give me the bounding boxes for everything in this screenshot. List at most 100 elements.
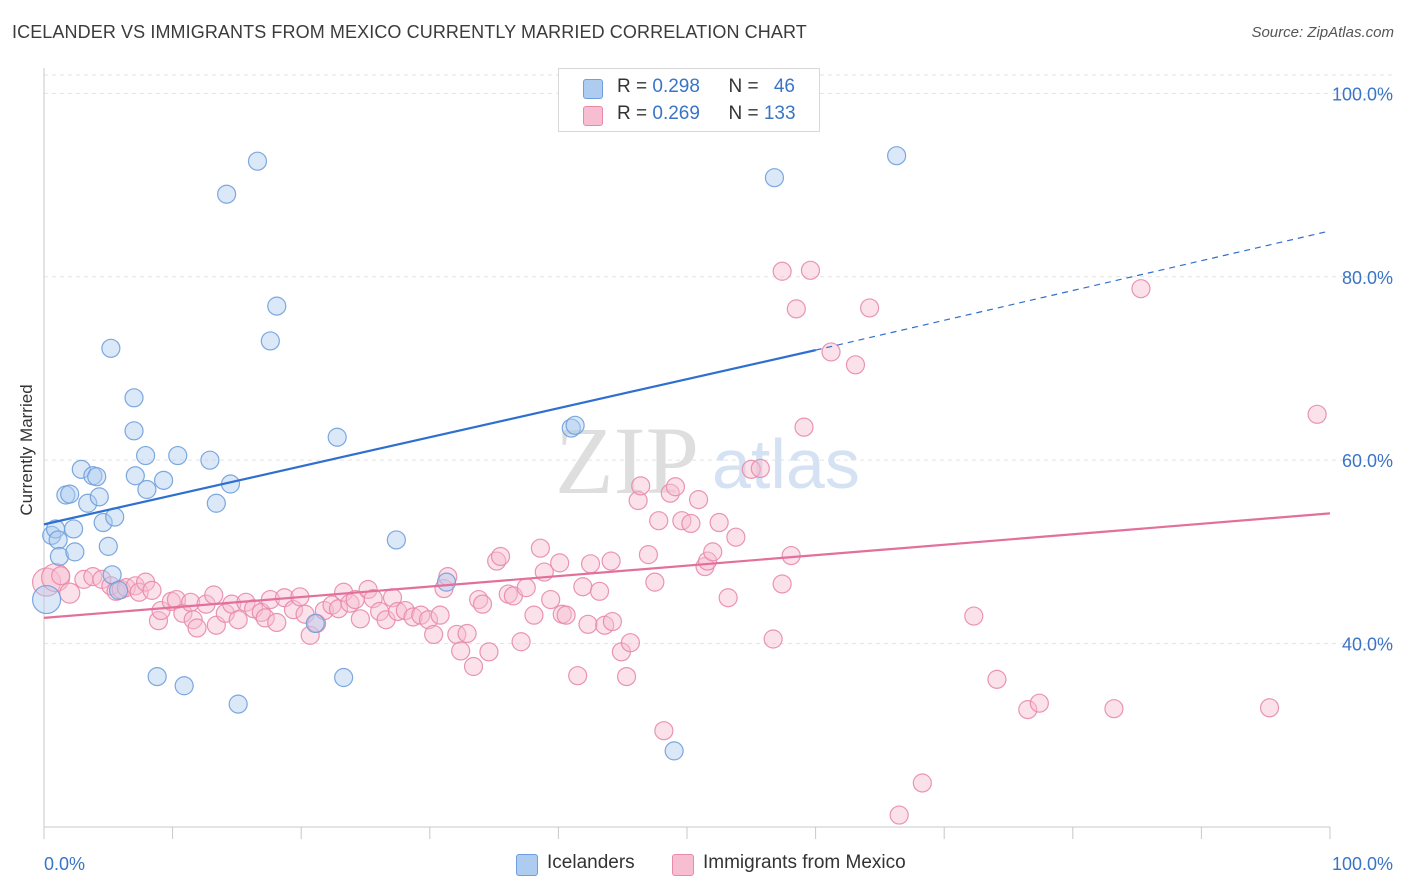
data-point <box>772 261 792 281</box>
data-point <box>350 609 370 629</box>
data-point <box>60 484 80 504</box>
data-point <box>601 551 621 571</box>
data-point <box>1131 279 1151 299</box>
data-point <box>49 546 70 567</box>
data-point <box>726 527 746 547</box>
data-point <box>59 582 81 604</box>
data-point <box>48 530 68 550</box>
data-point <box>718 588 738 608</box>
data-point <box>124 421 144 441</box>
legend-r-value: 0.269 <box>652 103 700 124</box>
data-point <box>703 542 723 562</box>
data-point <box>800 260 821 280</box>
data-point <box>125 466 145 486</box>
data-point <box>135 445 156 466</box>
data-point <box>108 580 129 600</box>
legend-n-value: 133 <box>763 103 796 124</box>
data-point <box>418 610 439 630</box>
data-point <box>964 606 984 626</box>
data-point <box>1104 699 1124 719</box>
data-point <box>573 577 593 597</box>
data-point <box>142 580 162 600</box>
trend-line-icelanders-extrapolated <box>815 230 1331 351</box>
bottom-legend-label: Icelanders <box>547 852 635 873</box>
data-point <box>889 805 909 825</box>
data-point <box>31 584 62 615</box>
data-point <box>124 388 144 408</box>
legend-swatch-icelanders <box>583 79 603 99</box>
data-point <box>89 487 109 507</box>
y-tick-label: 40.0% <box>1342 635 1393 655</box>
data-point <box>358 579 378 600</box>
data-point <box>541 589 561 610</box>
y-tick-label: 80.0% <box>1342 268 1393 288</box>
data-point <box>206 493 226 513</box>
stats-legend: R = 0.298 N = 46 R = 0.269 N = 133 <box>558 68 820 132</box>
data-point <box>628 490 648 511</box>
legend-n-label: N = <box>728 103 764 124</box>
series-immigrants-from-mexico <box>31 260 1327 825</box>
data-point <box>511 632 531 652</box>
data-point <box>153 470 174 490</box>
data-point <box>228 694 248 714</box>
data-point <box>750 458 770 479</box>
data-point <box>616 666 637 687</box>
data-point <box>147 666 167 687</box>
data-point <box>794 417 814 437</box>
data-point <box>472 594 493 614</box>
data-point <box>267 296 287 316</box>
data-point <box>403 607 423 627</box>
data-point <box>168 445 188 466</box>
data-point <box>681 513 701 534</box>
data-point <box>887 146 907 166</box>
data-point <box>267 612 287 633</box>
data-point <box>187 618 207 638</box>
bottom-legend-label: Immigrants from Mexico <box>703 852 906 873</box>
data-point <box>463 656 484 677</box>
data-point <box>101 338 121 358</box>
data-point <box>174 676 194 696</box>
data-point <box>204 585 224 605</box>
data-point <box>386 530 406 550</box>
data-point <box>137 479 157 500</box>
data-point <box>98 536 118 556</box>
data-point <box>912 773 932 793</box>
data-point <box>490 546 511 567</box>
legend-r-value: 0.298 <box>652 76 700 97</box>
y-axis-label: Currently Married <box>17 384 36 516</box>
data-point <box>436 572 457 592</box>
data-point <box>665 477 686 497</box>
data-point <box>781 545 801 566</box>
trend-lines <box>43 230 1331 620</box>
data-point <box>565 415 585 435</box>
legend-r-label: R = <box>617 103 653 124</box>
data-point <box>87 467 107 487</box>
data-point <box>556 605 576 625</box>
data-point <box>31 567 62 597</box>
data-point <box>697 551 718 571</box>
data-point <box>457 623 477 644</box>
data-point <box>764 168 785 188</box>
data-point <box>524 605 544 625</box>
data-point <box>786 299 806 319</box>
data-point <box>638 545 659 565</box>
data-point <box>578 614 598 634</box>
legend-n-label: N = <box>728 76 764 97</box>
bottom-legend-swatch-icelanders <box>516 854 538 876</box>
data-point <box>255 608 275 628</box>
watermark-atlas: atlas <box>712 425 860 503</box>
data-point <box>568 666 588 686</box>
data-point <box>1259 698 1280 718</box>
data-point <box>340 593 360 613</box>
data-point <box>550 553 570 573</box>
data-point <box>589 581 610 601</box>
data-point <box>93 512 113 533</box>
data-point <box>247 151 268 171</box>
data-point <box>65 542 85 562</box>
data-point <box>688 490 709 510</box>
data-point <box>173 603 193 623</box>
data-point <box>530 538 550 558</box>
data-point <box>620 633 641 653</box>
data-point <box>631 476 651 496</box>
